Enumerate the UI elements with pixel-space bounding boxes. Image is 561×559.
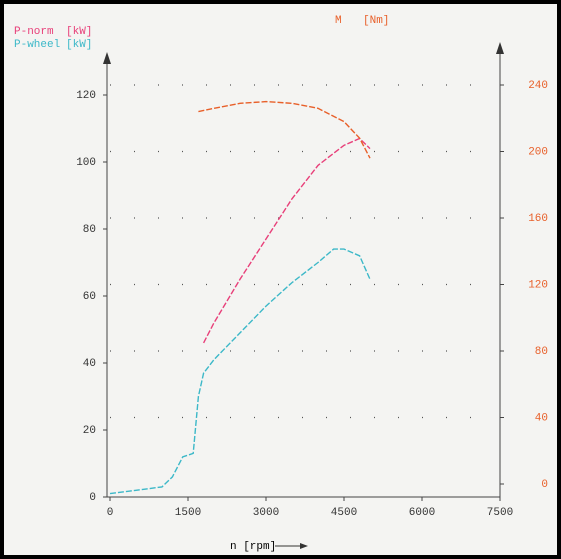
series-line bbox=[198, 100, 371, 159]
y-tick-label: 0 bbox=[89, 492, 96, 504]
y2-tick-label: 120 bbox=[528, 279, 548, 291]
y-tick-label: 20 bbox=[83, 425, 96, 437]
y-tick-label: 60 bbox=[83, 291, 96, 303]
y2-tick-label: 40 bbox=[535, 412, 548, 424]
legend-name: M bbox=[335, 15, 342, 27]
x-tick-label: 7500 bbox=[487, 507, 513, 519]
legend-name: P-norm bbox=[14, 26, 54, 38]
x-tick-label: 4500 bbox=[331, 507, 357, 519]
y2-tick-label: 0 bbox=[541, 479, 548, 491]
legend-name: P-wheel bbox=[14, 39, 60, 51]
y-tick-label: 80 bbox=[83, 224, 96, 236]
series-line bbox=[202, 137, 371, 344]
y2-tick-label: 80 bbox=[535, 346, 548, 358]
y2-tick-label: 240 bbox=[528, 80, 548, 92]
x-axis-label: n [rpm] bbox=[230, 541, 276, 553]
background bbox=[4, 4, 557, 555]
legend-unit: [Nm] bbox=[363, 15, 389, 27]
legend-unit: [kW] bbox=[66, 26, 92, 38]
legend-unit: [kW] bbox=[66, 39, 92, 51]
y-tick-label: 120 bbox=[76, 90, 96, 102]
y2-tick-label: 200 bbox=[528, 146, 548, 158]
x-tick-label: 6000 bbox=[409, 507, 435, 519]
y2-tick-label: 160 bbox=[528, 213, 548, 225]
y-tick-label: 40 bbox=[83, 358, 96, 370]
x-label-arrowhead bbox=[300, 543, 308, 549]
series-line bbox=[109, 248, 371, 495]
y2-axis-arrow bbox=[496, 42, 504, 54]
x-tick-label: 3000 bbox=[253, 507, 279, 519]
x-tick-label: 0 bbox=[107, 507, 114, 519]
y-tick-label: 100 bbox=[76, 157, 96, 169]
y-axis-arrow bbox=[103, 52, 111, 64]
x-tick-label: 1500 bbox=[175, 507, 201, 519]
